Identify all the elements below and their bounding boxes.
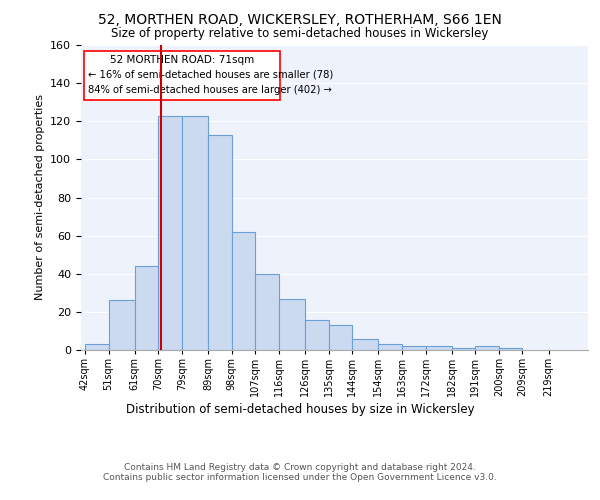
Text: Contains HM Land Registry data © Crown copyright and database right 2024.
Contai: Contains HM Land Registry data © Crown c… — [103, 462, 497, 482]
Bar — [379, 344, 402, 350]
Bar — [305, 320, 329, 350]
Bar — [475, 346, 499, 350]
Text: ← 16% of semi-detached houses are smaller (78): ← 16% of semi-detached houses are smalle… — [88, 70, 333, 80]
Bar — [208, 134, 232, 350]
Bar — [232, 232, 255, 350]
Bar — [109, 300, 135, 350]
Bar — [329, 325, 352, 350]
Bar — [158, 116, 182, 350]
Bar — [279, 298, 305, 350]
Text: 52 MORTHEN ROAD: 71sqm: 52 MORTHEN ROAD: 71sqm — [110, 54, 254, 64]
Bar — [425, 346, 452, 350]
Text: Distribution of semi-detached houses by size in Wickersley: Distribution of semi-detached houses by … — [125, 402, 475, 415]
Bar — [85, 344, 109, 350]
Bar — [135, 266, 158, 350]
Text: Size of property relative to semi-detached houses in Wickersley: Size of property relative to semi-detach… — [112, 28, 488, 40]
Y-axis label: Number of semi-detached properties: Number of semi-detached properties — [35, 94, 44, 300]
Text: 84% of semi-detached houses are larger (402) →: 84% of semi-detached houses are larger (… — [88, 85, 331, 95]
Bar — [182, 116, 208, 350]
Bar — [452, 348, 475, 350]
Bar — [402, 346, 425, 350]
Text: 52, MORTHEN ROAD, WICKERSLEY, ROTHERHAM, S66 1EN: 52, MORTHEN ROAD, WICKERSLEY, ROTHERHAM,… — [98, 12, 502, 26]
Bar — [499, 348, 523, 350]
Bar — [83, 50, 280, 100]
Bar — [255, 274, 279, 350]
Bar — [352, 338, 379, 350]
